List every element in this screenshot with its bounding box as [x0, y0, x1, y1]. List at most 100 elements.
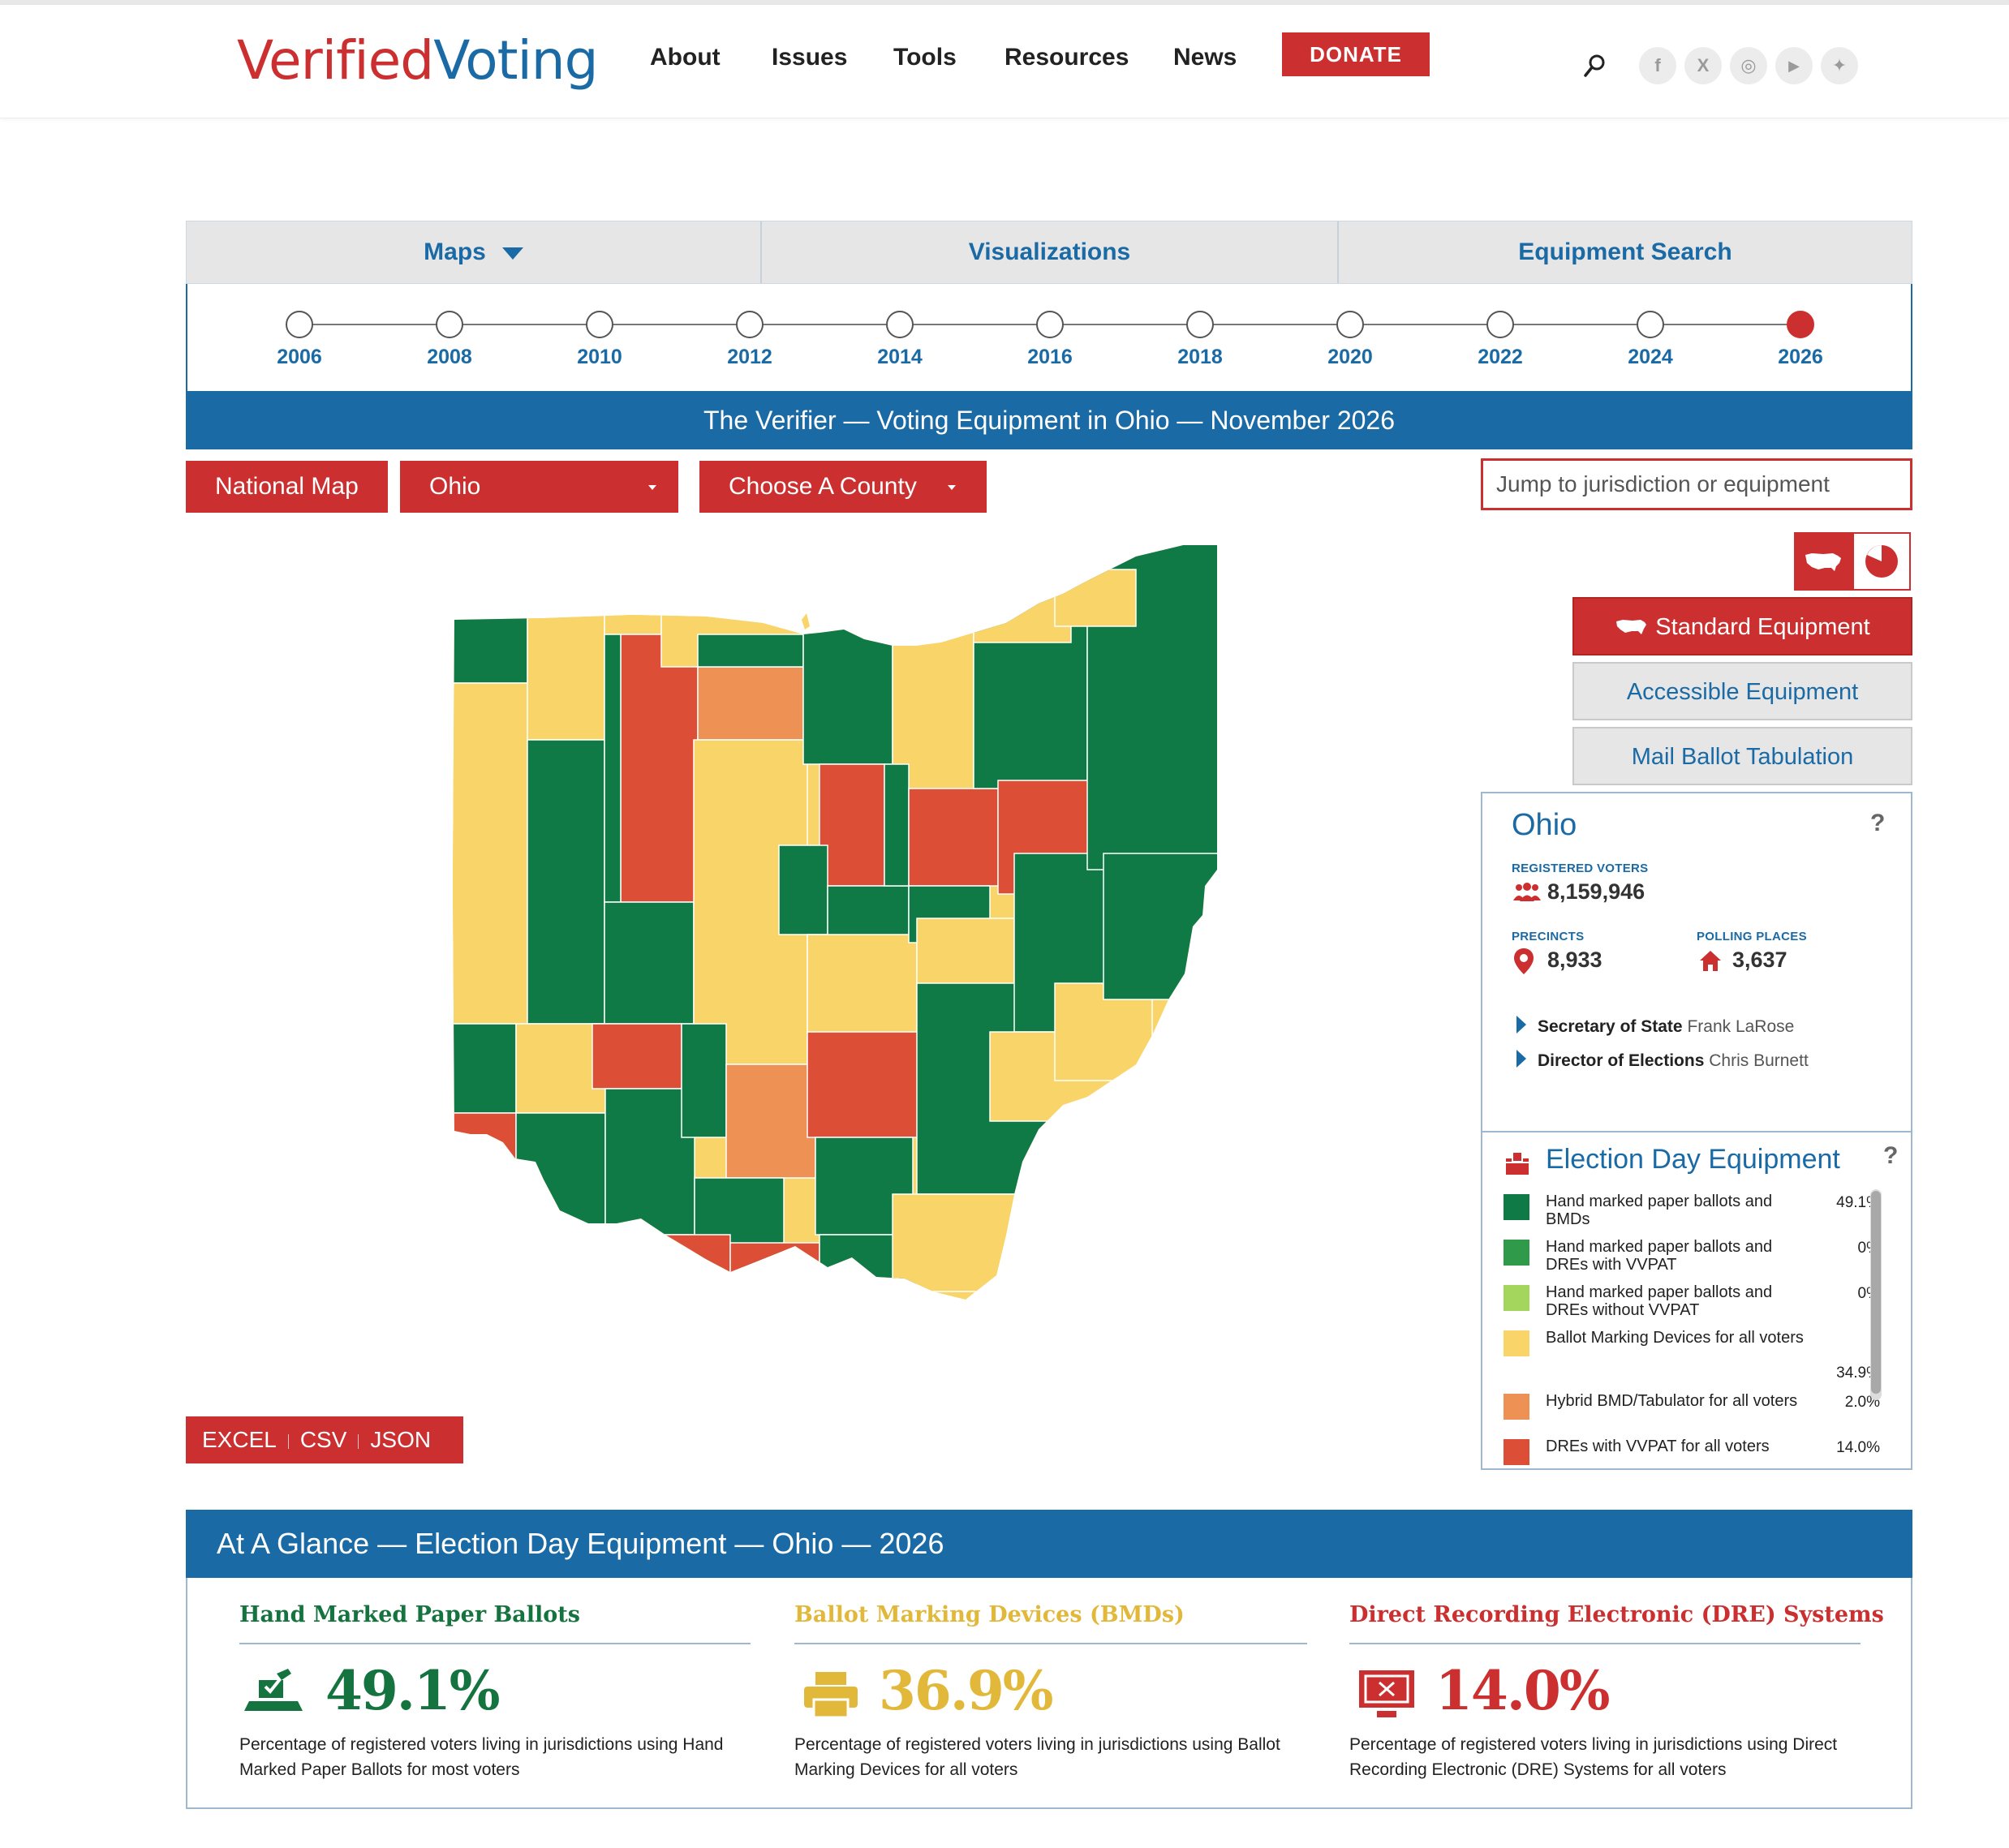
county-region[interactable]: [604, 545, 662, 635]
chart-view-toggle[interactable]: [1852, 532, 1911, 591]
county-region[interactable]: [725, 1064, 816, 1179]
county-region[interactable]: [778, 844, 828, 935]
legend-swatch: [1504, 1240, 1529, 1266]
county-region[interactable]: [729, 1242, 820, 1389]
timeline-year-2026[interactable]: 2026: [1778, 346, 1823, 368]
timeline-dot-2024[interactable]: [1637, 311, 1664, 338]
nav-issues[interactable]: Issues: [772, 44, 848, 71]
timeline-dot-2016[interactable]: [1036, 311, 1064, 338]
county-region[interactable]: [802, 1291, 918, 1389]
map-view-toggle[interactable]: [1794, 532, 1852, 591]
tab-maps[interactable]: Maps: [187, 221, 760, 283]
legend-scrollbar[interactable]: [1870, 1189, 1882, 1400]
facebook-icon[interactable]: f: [1639, 47, 1676, 84]
state-name: Ohio: [1512, 808, 1577, 842]
glance-body: Hand Marked Paper Ballots 49.1% Percenta…: [186, 1578, 1912, 1809]
standard-equipment-button[interactable]: Standard Equipment: [1572, 597, 1912, 655]
timeline-dot-2020[interactable]: [1336, 311, 1364, 338]
registered-voters-label: REGISTERED VOTERS: [1512, 862, 1649, 875]
mail-ballot-button[interactable]: Mail Ballot Tabulation: [1572, 727, 1912, 785]
nav-about[interactable]: About: [650, 44, 721, 71]
help-icon[interactable]: ?: [1870, 810, 1886, 836]
county-region[interactable]: [604, 1088, 695, 1236]
nav-resources[interactable]: Resources: [1004, 44, 1129, 71]
county-region[interactable]: [973, 545, 1088, 789]
accessible-equipment-button[interactable]: Accessible Equipment: [1572, 662, 1912, 720]
county-region[interactable]: [697, 634, 804, 668]
county-region[interactable]: [1103, 853, 1233, 1000]
tab-equipment-search[interactable]: Equipment Search: [1518, 239, 1732, 265]
glance-pct-hmpb: 49.1%: [325, 1659, 500, 1722]
legend-label: DREs with VVPAT for all voters: [1546, 1438, 1770, 1455]
county-region[interactable]: [620, 634, 699, 903]
county-region[interactable]: [438, 1112, 517, 1179]
help-icon[interactable]: ?: [1883, 1142, 1899, 1169]
official-row[interactable]: Director of Elections Chris Burnett: [1516, 1050, 1809, 1071]
county-region[interactable]: [527, 739, 605, 1025]
state-select[interactable]: Ohio: [400, 461, 678, 513]
county-region[interactable]: [515, 1023, 606, 1114]
county-region[interactable]: [438, 545, 528, 684]
export-json[interactable]: JSON: [370, 1427, 432, 1452]
timeline-year-2016[interactable]: 2016: [1027, 346, 1073, 368]
timeline-dot-2026[interactable]: [1787, 311, 1814, 338]
timeline-dot-2012[interactable]: [736, 311, 764, 338]
export-bar: EXCEL CSV JSON: [186, 1416, 463, 1463]
county-region[interactable]: [802, 617, 893, 765]
national-map-button[interactable]: National Map: [186, 461, 388, 513]
county-region[interactable]: [438, 682, 528, 1025]
county-region[interactable]: [604, 901, 695, 1025]
timeline-dot-2006[interactable]: [286, 311, 313, 338]
timeline-dot-2022[interactable]: [1486, 311, 1514, 338]
timeline-year-2014[interactable]: 2014: [877, 346, 923, 368]
county-region[interactable]: [515, 1226, 606, 1389]
timeline-year-2010[interactable]: 2010: [577, 346, 622, 368]
tab-visualizations[interactable]: Visualizations: [968, 239, 1131, 265]
county-region[interactable]: [604, 634, 622, 903]
timeline-dot-2008[interactable]: [436, 311, 463, 338]
timeline-dot-2010[interactable]: [586, 311, 613, 338]
county-select[interactable]: Choose A County: [699, 461, 987, 513]
timeline-year-2006[interactable]: 2006: [277, 346, 322, 368]
glance-title-dre: Direct Recording Electronic (DRE) System…: [1349, 1602, 1884, 1627]
site-logo[interactable]: VerifiedVoting: [237, 29, 599, 92]
county-region[interactable]: [438, 1023, 517, 1114]
bluesky-icon[interactable]: ✦: [1821, 47, 1858, 84]
ohio-county-map[interactable]: [438, 545, 1233, 1389]
timeline-year-2012[interactable]: 2012: [727, 346, 772, 368]
donate-button[interactable]: DONATE: [1282, 32, 1430, 76]
timeline-dot-2014[interactable]: [886, 311, 914, 338]
timeline-year-2008[interactable]: 2008: [427, 346, 472, 368]
county-region[interactable]: [807, 1031, 922, 1138]
county-region[interactable]: [697, 666, 804, 741]
export-excel[interactable]: EXCEL: [202, 1427, 277, 1452]
official-row[interactable]: Secretary of State Frank LaRose: [1516, 1016, 1794, 1037]
export-csv[interactable]: CSV: [299, 1427, 347, 1452]
timeline-year-2022[interactable]: 2022: [1478, 346, 1523, 368]
x-icon[interactable]: X: [1684, 47, 1722, 84]
county-region[interactable]: [1054, 569, 1137, 627]
county-region[interactable]: [884, 763, 910, 887]
county-region[interactable]: [527, 545, 605, 741]
county-region[interactable]: [819, 763, 885, 887]
county-region[interactable]: [515, 1112, 606, 1227]
timeline-year-2024[interactable]: 2024: [1628, 346, 1673, 368]
county-shapes[interactable]: [438, 545, 1233, 1389]
county-region[interactable]: [592, 1023, 682, 1089]
nav-news[interactable]: News: [1173, 44, 1237, 71]
search-icon[interactable]: [1584, 54, 1607, 78]
timeline-year-2020[interactable]: 2020: [1327, 346, 1373, 368]
county-region[interactable]: [892, 1193, 1023, 1292]
county-region[interactable]: [648, 1234, 731, 1389]
timeline-dot-2018[interactable]: [1186, 311, 1214, 338]
jurisdiction-search-input[interactable]: [1481, 458, 1912, 510]
nav-tools[interactable]: Tools: [893, 44, 957, 71]
youtube-icon[interactable]: ▶: [1775, 47, 1813, 84]
instagram-icon[interactable]: ◎: [1730, 47, 1767, 84]
county-region[interactable]: [583, 1234, 650, 1389]
timeline-year-2018[interactable]: 2018: [1177, 346, 1223, 368]
county-region[interactable]: [681, 1023, 727, 1138]
scrollbar-thumb[interactable]: [1871, 1191, 1881, 1394]
county-region[interactable]: [438, 1177, 517, 1252]
county-region[interactable]: [908, 788, 999, 887]
